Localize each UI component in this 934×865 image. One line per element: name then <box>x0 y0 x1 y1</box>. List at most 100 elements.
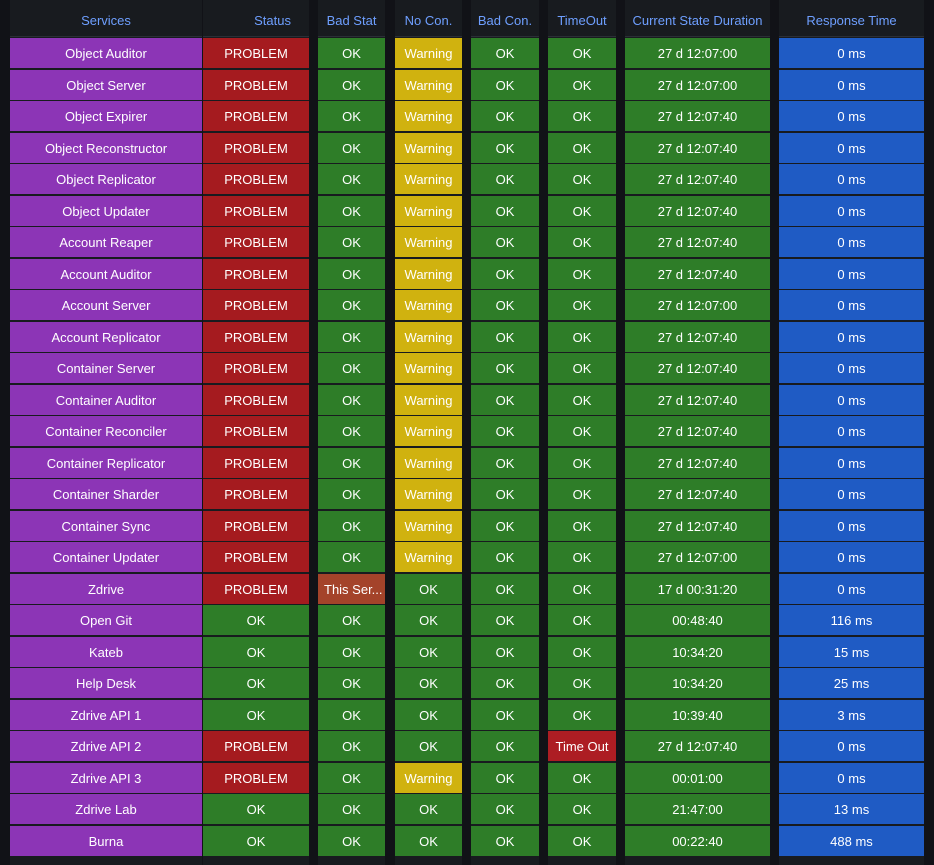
cell-duration: 00:01:00 <box>625 763 770 793</box>
cell-timeout: OK <box>548 511 616 541</box>
column-header-response[interactable]: Response Time <box>779 5 924 37</box>
cell-service: Container Auditor <box>10 385 202 415</box>
cell-service: Account Auditor <box>10 259 202 289</box>
cell-bad-con: OK <box>471 542 539 572</box>
cell-duration: 27 d 12:07:40 <box>625 259 770 289</box>
cell-no-con: Warning <box>395 322 462 352</box>
cell-service: Object Auditor <box>10 38 202 68</box>
cell-bad-con: OK <box>471 133 539 163</box>
cell-no-con: Warning <box>395 227 462 257</box>
column-header-duration[interactable]: Current State Duration <box>625 5 770 37</box>
cell-bad-stat: OK <box>318 164 385 194</box>
cell-bad-con: OK <box>471 826 539 856</box>
cell-response: 3 ms <box>779 700 924 730</box>
cell-status: PROBLEM <box>203 542 309 572</box>
cell-no-con: Warning <box>395 101 462 131</box>
column-header-status[interactable]: Status <box>203 5 309 37</box>
cell-timeout: OK <box>548 196 616 226</box>
cell-no-con: Warning <box>395 479 462 509</box>
cell-response: 0 ms <box>779 196 924 226</box>
column-header-service[interactable]: Services <box>10 5 202 37</box>
cell-service: Zdrive API 2 <box>10 731 202 761</box>
cell-bad-stat: OK <box>318 668 385 698</box>
cell-bad-con: OK <box>471 322 539 352</box>
cell-bad-stat: OK <box>318 605 385 635</box>
cell-bad-con: OK <box>471 637 539 667</box>
cell-status: PROBLEM <box>203 479 309 509</box>
cell-service: Object Reconstructor <box>10 133 202 163</box>
column-header-bad_con[interactable]: Bad Con. <box>471 5 539 37</box>
cell-service: Account Server <box>10 290 202 320</box>
cell-status: PROBLEM <box>203 763 309 793</box>
cell-timeout: OK <box>548 416 616 446</box>
cell-service: Object Expirer <box>10 101 202 131</box>
cell-service: Zdrive API 3 <box>10 763 202 793</box>
cell-bad-stat: OK <box>318 196 385 226</box>
cell-timeout: OK <box>548 448 616 478</box>
cell-duration: 27 d 12:07:40 <box>625 731 770 761</box>
cell-bad-con: OK <box>471 574 539 604</box>
cell-duration: 27 d 12:07:40 <box>625 322 770 352</box>
cell-bad-con: OK <box>471 511 539 541</box>
cell-duration: 27 d 12:07:40 <box>625 164 770 194</box>
cell-response: 116 ms <box>779 605 924 635</box>
cell-service: Zdrive <box>10 574 202 604</box>
cell-duration: 21:47:00 <box>625 794 770 824</box>
cell-bad-con: OK <box>471 763 539 793</box>
cell-duration: 27 d 12:07:40 <box>625 133 770 163</box>
cell-status: OK <box>203 700 309 730</box>
cell-response: 0 ms <box>779 259 924 289</box>
cell-bad-stat: OK <box>318 70 385 100</box>
cell-bad-con: OK <box>471 700 539 730</box>
cell-no-con: Warning <box>395 38 462 68</box>
cell-duration: 27 d 12:07:00 <box>625 542 770 572</box>
cell-response: 0 ms <box>779 164 924 194</box>
cell-response: 13 ms <box>779 794 924 824</box>
cell-status: OK <box>203 668 309 698</box>
cell-no-con: Warning <box>395 70 462 100</box>
cell-response: 0 ms <box>779 385 924 415</box>
cell-no-con: OK <box>395 637 462 667</box>
cell-no-con: Warning <box>395 353 462 383</box>
cell-no-con: OK <box>395 668 462 698</box>
cell-status: PROBLEM <box>203 290 309 320</box>
cell-duration: 27 d 12:07:00 <box>625 70 770 100</box>
cell-service: Account Replicator <box>10 322 202 352</box>
cell-bad-stat: OK <box>318 133 385 163</box>
cell-timeout: OK <box>548 542 616 572</box>
cell-status: PROBLEM <box>203 164 309 194</box>
cell-timeout: OK <box>548 259 616 289</box>
cell-duration: 17 d 00:31:20 <box>625 574 770 604</box>
cell-duration: 27 d 12:07:00 <box>625 38 770 68</box>
cell-service: Object Replicator <box>10 164 202 194</box>
cell-response: 0 ms <box>779 227 924 257</box>
cell-no-con: Warning <box>395 448 462 478</box>
cell-bad-con: OK <box>471 416 539 446</box>
cell-response: 0 ms <box>779 70 924 100</box>
cell-bad-stat: OK <box>318 763 385 793</box>
cell-bad-con: OK <box>471 196 539 226</box>
column-header-timeout[interactable]: TimeOut <box>548 5 616 37</box>
cell-service: Container Reconciler <box>10 416 202 446</box>
cell-response: 0 ms <box>779 574 924 604</box>
cell-response: 0 ms <box>779 448 924 478</box>
cell-response: 0 ms <box>779 290 924 320</box>
cell-timeout: OK <box>548 605 616 635</box>
cell-duration: 10:34:20 <box>625 668 770 698</box>
cell-duration: 27 d 12:07:40 <box>625 479 770 509</box>
cell-bad-con: OK <box>471 227 539 257</box>
cell-bad-con: OK <box>471 101 539 131</box>
cell-no-con: Warning <box>395 511 462 541</box>
cell-timeout: OK <box>548 133 616 163</box>
cell-timeout: OK <box>548 763 616 793</box>
cell-no-con: Warning <box>395 763 462 793</box>
cell-response: 0 ms <box>779 353 924 383</box>
cell-no-con: Warning <box>395 290 462 320</box>
cell-response: 0 ms <box>779 511 924 541</box>
cell-service: Zdrive Lab <box>10 794 202 824</box>
cell-status: PROBLEM <box>203 416 309 446</box>
column-header-no_con[interactable]: No Con. <box>395 5 462 37</box>
column-header-bad_stat[interactable]: Bad Stat <box>318 5 385 37</box>
cell-duration: 27 d 12:07:40 <box>625 511 770 541</box>
cell-no-con: OK <box>395 794 462 824</box>
